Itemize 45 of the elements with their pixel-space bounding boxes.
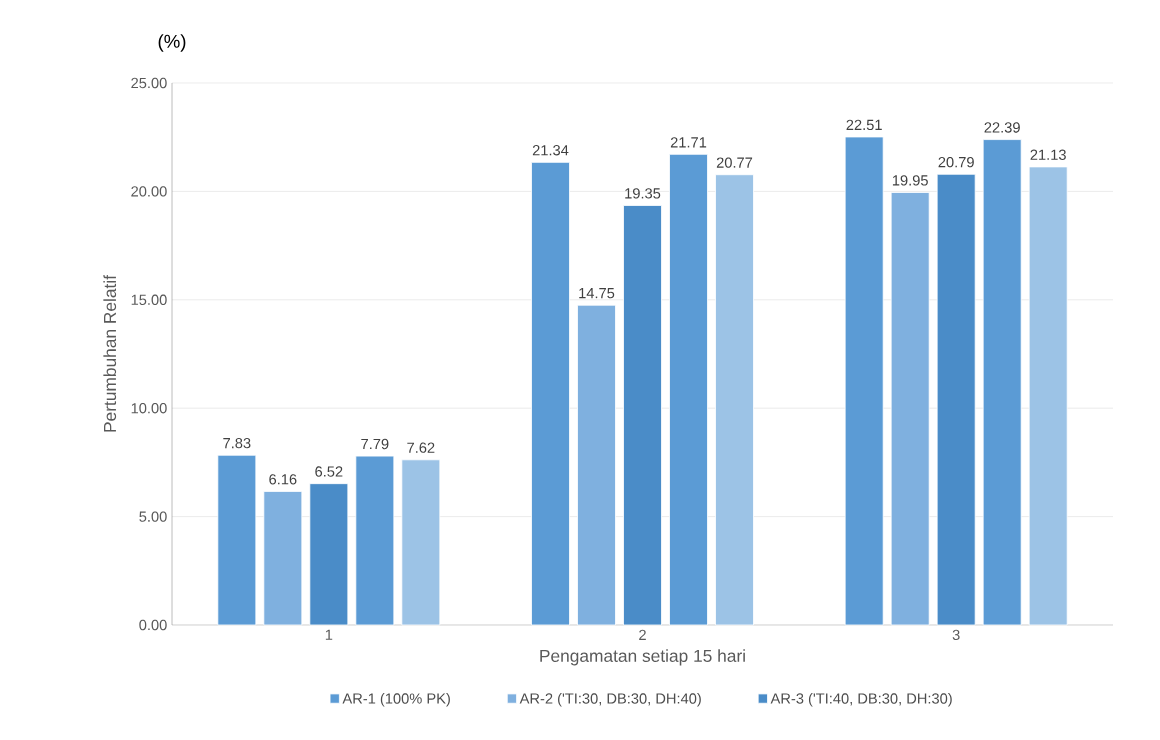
data-label: 6.52 <box>315 466 343 477</box>
bar <box>669 153 708 626</box>
bar <box>936 173 976 626</box>
bar <box>401 459 441 626</box>
text: (%) <box>158 34 186 52</box>
bar <box>890 192 930 626</box>
data-label: 6.16 <box>269 474 297 485</box>
x-tick-label: 1 <box>325 629 333 640</box>
data-label: 7.62 <box>407 442 435 453</box>
data-label: 20.79 <box>938 156 974 168</box>
data-label: 14.75 <box>579 288 615 299</box>
data-label: 19.35 <box>625 188 661 199</box>
y-tick-label: 15.00 <box>131 294 167 305</box>
data-label: 7.83 <box>223 437 251 449</box>
y-tick-label: 10.00 <box>131 403 167 414</box>
bar <box>577 304 616 626</box>
x-tick-label: 2 <box>639 629 646 640</box>
y-axis-title: Pertumbuhan Relatif <box>103 275 117 432</box>
y-tick-label: 0.00 <box>139 619 167 631</box>
bar <box>1028 166 1068 626</box>
data-label: 20.77 <box>716 157 753 168</box>
bar <box>623 205 662 626</box>
bar <box>715 174 754 626</box>
data-label: 21.34 <box>532 145 569 156</box>
y-tick-label: 25.00 <box>131 77 167 89</box>
y-tick-label: 20.00 <box>131 186 167 197</box>
data-label: 19.95 <box>892 175 928 186</box>
legend-label: AR-3 ('TI:40, DB:30, DH:30) <box>770 692 952 707</box>
data-label: 21.71 <box>670 137 707 148</box>
bar <box>531 161 570 626</box>
bar <box>263 491 303 626</box>
x-tick-label: 3 <box>952 629 960 641</box>
bar <box>217 454 257 626</box>
bar <box>844 136 884 626</box>
legend-label: AR-2 ('TI:30, DB:30, DH:40) <box>519 692 701 707</box>
data-label: 7.79 <box>361 438 389 450</box>
y-tick-label: 5.00 <box>139 511 167 522</box>
data-label: 21.13 <box>1030 149 1066 160</box>
x-axis-title: Pengamatan setiap 15 hari <box>540 649 745 666</box>
bar <box>982 139 1022 626</box>
data-label: 22.39 <box>984 122 1020 133</box>
bar <box>309 483 349 626</box>
legend-label: AR-1 (100% PK) <box>342 692 450 707</box>
bar <box>355 455 395 626</box>
data-label: 22.51 <box>846 119 882 131</box>
